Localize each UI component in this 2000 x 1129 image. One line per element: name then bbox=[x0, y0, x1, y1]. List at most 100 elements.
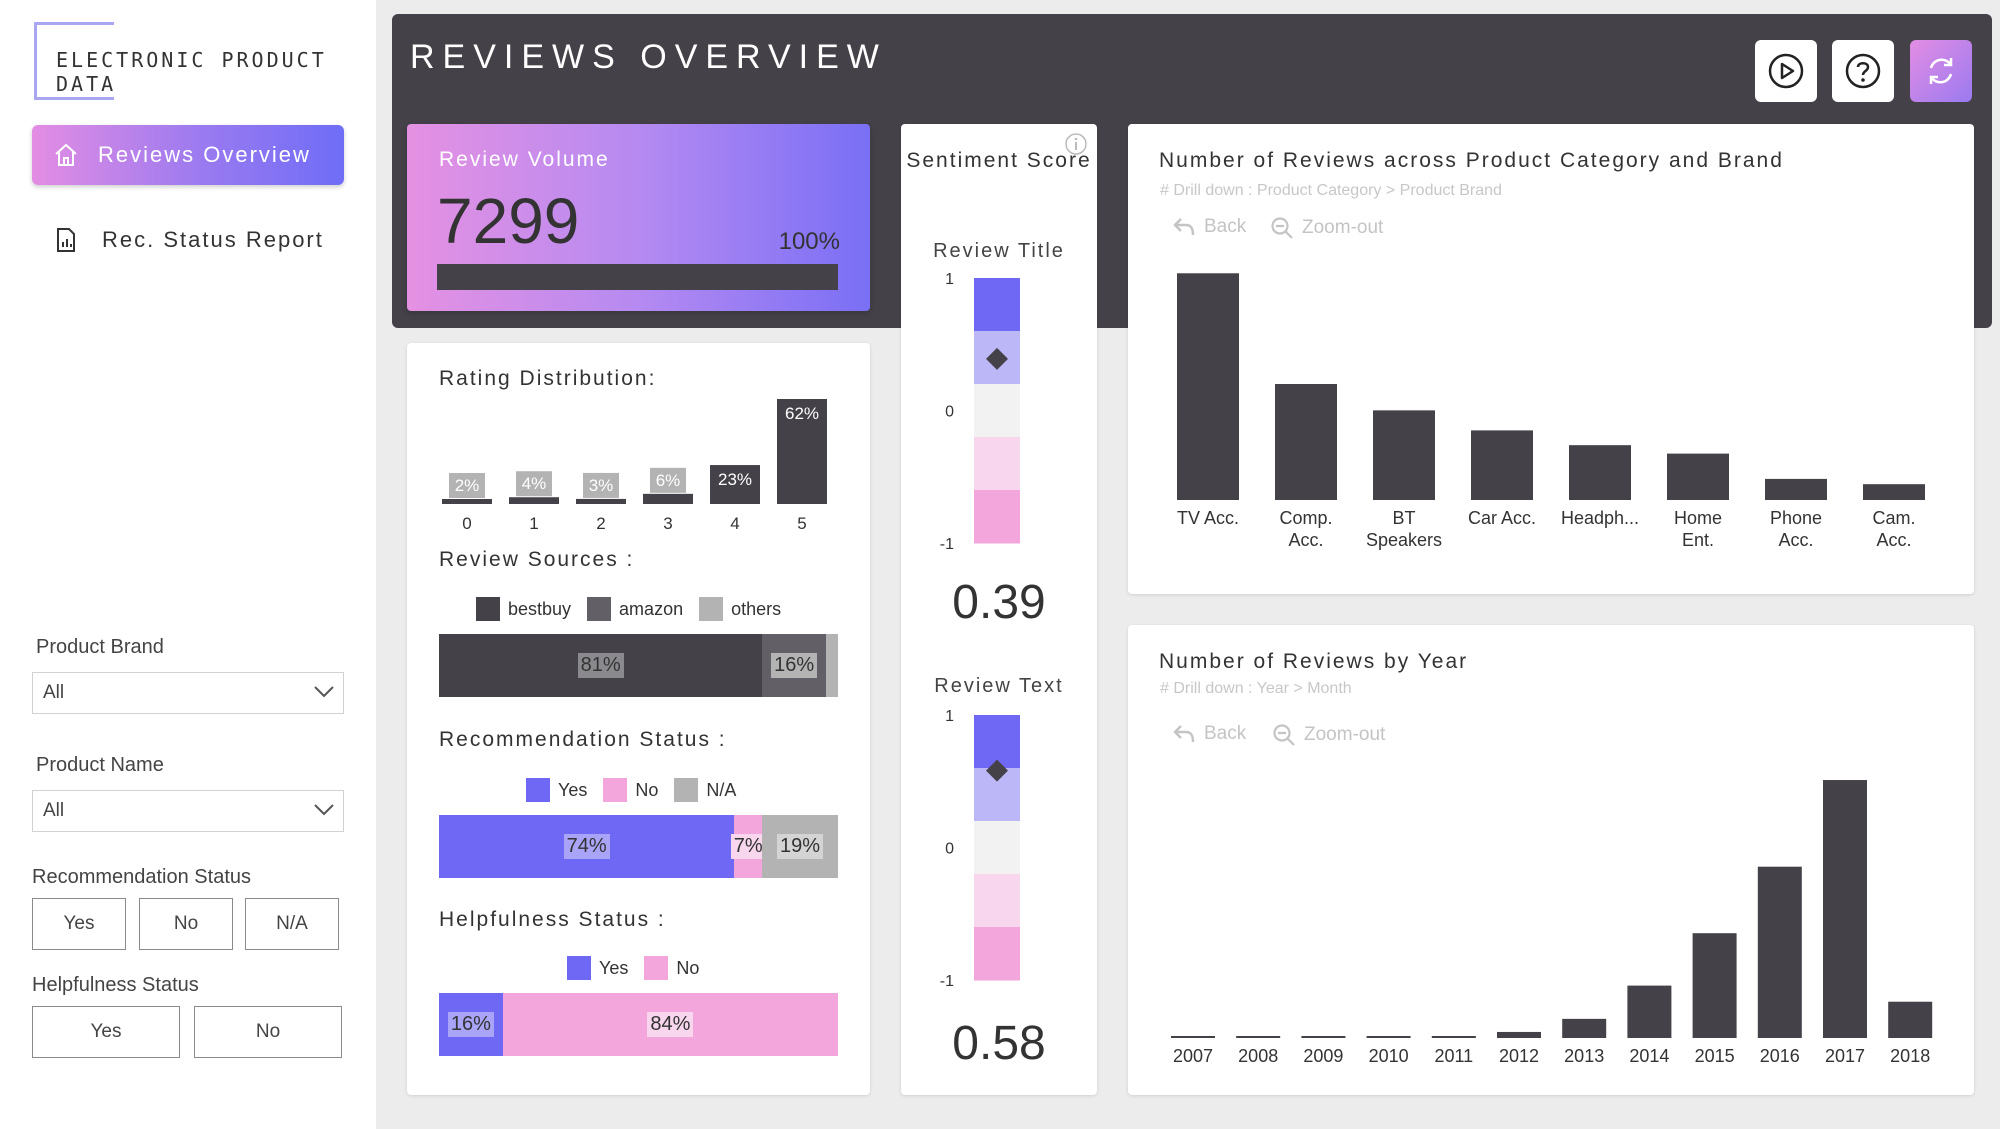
back-label: Back bbox=[1204, 723, 1247, 744]
nav-reviews-overview[interactable]: Reviews Overview bbox=[32, 125, 344, 185]
sentiment-band bbox=[974, 927, 1020, 981]
rating-tick-label: 1 bbox=[529, 514, 538, 533]
play-button[interactable] bbox=[1755, 40, 1817, 102]
legend-swatch bbox=[476, 597, 500, 621]
category-chart-card bbox=[1128, 124, 1974, 594]
category-bar bbox=[1177, 273, 1239, 500]
rating-tick-label: 3 bbox=[663, 514, 672, 533]
year-tick-label: 2012 bbox=[1499, 1046, 1539, 1066]
helpfulness-legend: Yes No bbox=[567, 956, 715, 980]
kpi-label: Review Volume bbox=[439, 148, 610, 171]
category-tick-label: Speakers bbox=[1366, 530, 1442, 550]
zoom-out-icon bbox=[1271, 217, 1293, 239]
review-title-gauge: 1 0 -1 bbox=[940, 271, 1020, 553]
category-bar bbox=[1765, 478, 1827, 500]
help-button[interactable] bbox=[1832, 40, 1894, 102]
year-tick-label: 2010 bbox=[1369, 1046, 1409, 1066]
rec-no-button[interactable]: No bbox=[139, 898, 233, 950]
rating-bar-0 bbox=[442, 499, 492, 504]
category-back-button[interactable]: Back bbox=[1172, 216, 1246, 238]
play-icon bbox=[1768, 53, 1804, 89]
rating-tick-label: 0 bbox=[462, 514, 471, 533]
segment-bestbuy: 81% bbox=[439, 634, 763, 697]
rating-bar-2 bbox=[576, 498, 626, 504]
product-brand-dropdown[interactable]: All bbox=[32, 672, 344, 714]
helpfulness-status-title: Helpfulness Status : bbox=[439, 908, 666, 931]
year-bar bbox=[1562, 1018, 1607, 1038]
sentiment-band bbox=[974, 437, 1020, 491]
year-tick-label: 2008 bbox=[1238, 1046, 1278, 1066]
refresh-icon bbox=[1929, 58, 1953, 84]
refresh-button[interactable] bbox=[1910, 40, 1972, 102]
rating-tick-label: 2 bbox=[596, 514, 605, 533]
sentiment-marker bbox=[986, 347, 1008, 370]
rec-yes-button[interactable]: Yes bbox=[32, 898, 126, 950]
logo-frame bbox=[34, 22, 114, 100]
zoom-out-label: Zoom-out bbox=[1302, 217, 1384, 238]
category-zoom-out-button[interactable]: Zoom-out bbox=[1270, 216, 1383, 240]
category-tick-label: Acc. bbox=[1876, 530, 1911, 550]
rating-label-bg bbox=[516, 471, 552, 497]
document-icon bbox=[46, 227, 86, 253]
rating-value-label: 2% bbox=[455, 476, 480, 495]
segment-label: 16% bbox=[771, 653, 818, 678]
recommendation-status-title: Recommendation Status : bbox=[439, 728, 727, 751]
year-tick-label: 2013 bbox=[1564, 1046, 1604, 1066]
nav-rec-status-report[interactable]: Rec. Status Report bbox=[32, 210, 344, 270]
category-bar bbox=[1373, 410, 1435, 500]
segment-label: 16% bbox=[447, 1012, 494, 1037]
product-name-label: Product Name bbox=[36, 754, 164, 776]
help-yes-button[interactable]: Yes bbox=[32, 1006, 180, 1058]
help-no-button[interactable]: No bbox=[194, 1006, 342, 1058]
category-bar bbox=[1667, 453, 1729, 500]
review-volume-card: Review Volume 7299 100% bbox=[407, 124, 870, 311]
kpi-progress-track bbox=[437, 264, 838, 290]
rating-value-label: 4% bbox=[522, 474, 547, 493]
rating-label-bg bbox=[449, 473, 485, 498]
year-bar bbox=[1757, 866, 1802, 1038]
segment-label: 19% bbox=[777, 834, 824, 859]
review-title-label: Review Title bbox=[933, 240, 1065, 262]
rec-na-button[interactable]: N/A bbox=[245, 898, 339, 950]
rating-bar-1 bbox=[509, 497, 559, 504]
legend-swatch bbox=[644, 956, 669, 980]
back-arrow-icon bbox=[1173, 725, 1195, 743]
product-name-value: All bbox=[43, 800, 65, 821]
category-drill-note: # Drill down : Product Category > Produc… bbox=[1160, 182, 1502, 199]
year-bar bbox=[1366, 1036, 1411, 1038]
year-zoom-out-button[interactable]: Zoom-out bbox=[1272, 723, 1385, 747]
sentiment-band bbox=[974, 490, 1020, 544]
year-bar bbox=[1888, 1001, 1933, 1038]
year-chart-title: Number of Reviews by Year bbox=[1159, 650, 1469, 673]
rating-value-label: 62% bbox=[785, 404, 819, 423]
legend-bestbuy: bestbuy bbox=[508, 598, 572, 619]
legend-swatch bbox=[699, 597, 724, 621]
gauge-tick-label: -1 bbox=[940, 536, 954, 553]
review-text-gauge: 1 0 -1 bbox=[940, 708, 1020, 990]
segment-no: 7% bbox=[730, 815, 766, 878]
category-tick-label: Acc. bbox=[1778, 530, 1813, 550]
rating-tick-label: 4 bbox=[730, 514, 739, 533]
segment-yes: 16% bbox=[439, 993, 503, 1056]
sentiment-band bbox=[974, 715, 1020, 769]
legend-no: No bbox=[676, 957, 700, 978]
year-back-button[interactable]: Back bbox=[1172, 723, 1246, 745]
info-icon[interactable] bbox=[1064, 132, 1088, 156]
rating-bar-5 bbox=[777, 399, 827, 504]
category-tick-label: Headph... bbox=[1561, 508, 1639, 528]
rating-tick-label: 5 bbox=[797, 514, 806, 533]
rating-value-label: 23% bbox=[718, 470, 752, 489]
gauge-tick-label: 1 bbox=[945, 708, 954, 725]
category-tick-label: Comp. bbox=[1279, 508, 1332, 528]
category-tick-label: Car Acc. bbox=[1468, 508, 1536, 528]
sentiment-band bbox=[974, 821, 1020, 875]
segment-label: 74% bbox=[563, 834, 610, 859]
product-name-dropdown[interactable]: All bbox=[32, 790, 344, 832]
legend-no: No bbox=[635, 779, 659, 800]
year-bar bbox=[1301, 1036, 1346, 1038]
rating-bar-3 bbox=[643, 493, 693, 504]
chevron-down-icon bbox=[314, 686, 334, 698]
year-tick-label: 2015 bbox=[1695, 1046, 1735, 1066]
category-tick-label: Cam. bbox=[1872, 508, 1915, 528]
